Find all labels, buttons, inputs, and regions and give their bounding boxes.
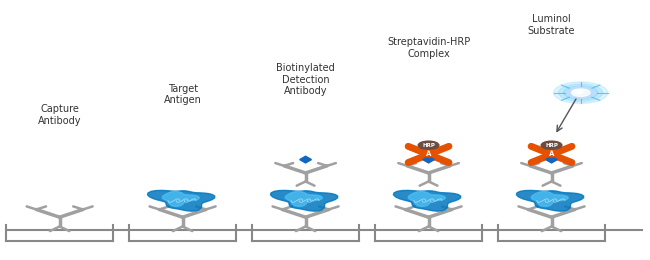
Polygon shape [531, 191, 568, 206]
Circle shape [558, 84, 603, 101]
Polygon shape [270, 190, 338, 211]
Circle shape [418, 141, 439, 149]
Text: HRP: HRP [422, 143, 435, 148]
Polygon shape [285, 191, 322, 206]
Circle shape [571, 89, 590, 96]
Circle shape [422, 152, 435, 157]
Polygon shape [162, 191, 200, 206]
Polygon shape [517, 190, 584, 211]
Text: A: A [426, 151, 431, 158]
Polygon shape [422, 156, 434, 163]
Polygon shape [408, 191, 445, 206]
Circle shape [564, 86, 598, 100]
Circle shape [566, 87, 595, 99]
Text: A: A [549, 151, 554, 158]
Circle shape [545, 152, 558, 157]
Text: Streptavidin-HRP
Complex: Streptavidin-HRP Complex [387, 37, 470, 59]
Text: Luminol
Substrate: Luminol Substrate [528, 14, 575, 36]
Circle shape [541, 141, 562, 149]
Text: Target
Antigen: Target Antigen [164, 84, 202, 105]
Polygon shape [300, 156, 311, 163]
Text: Biotinylated
Detection
Antibody: Biotinylated Detection Antibody [276, 63, 335, 96]
Polygon shape [393, 190, 461, 211]
Text: HRP: HRP [545, 143, 558, 148]
Text: Capture
Antibody: Capture Antibody [38, 104, 81, 126]
Polygon shape [545, 156, 558, 163]
Polygon shape [148, 190, 214, 211]
Circle shape [573, 90, 583, 94]
Circle shape [554, 82, 608, 103]
